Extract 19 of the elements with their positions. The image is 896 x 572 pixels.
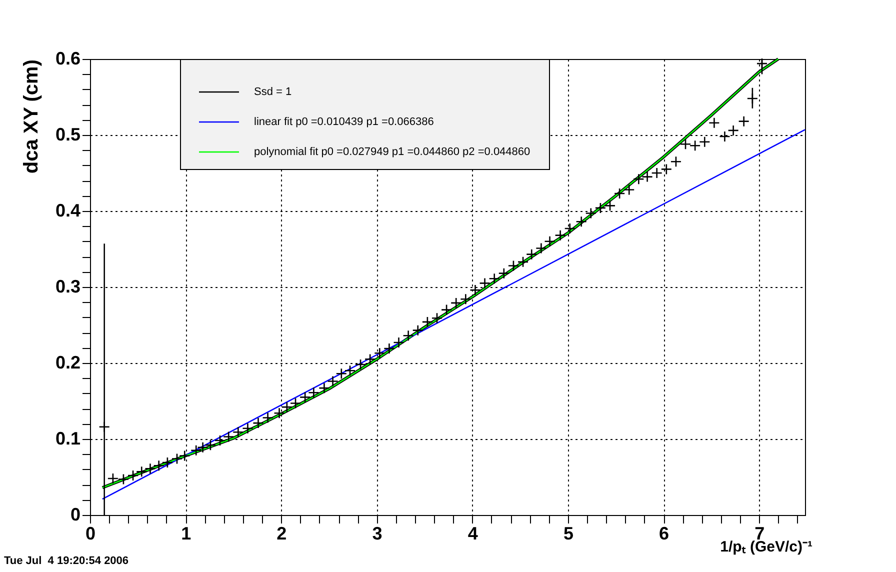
y-tick-label: 0.6 [55,48,80,68]
y-axis-title: dca XY (cm) [20,60,42,174]
x-tick-label: 4 [468,524,478,544]
legend-label: linear fit p0 =0.010439 p1 =0.066386 [254,116,434,128]
x-tick-label: 0 [85,524,96,544]
y-tick-label: 0.2 [55,352,80,372]
y-tick-label: 0 [70,504,80,524]
x-tick-label: 3 [372,524,382,544]
y-tick-label: 0.3 [55,276,80,296]
y-tick-label: 0.4 [55,200,80,220]
legend-label: Ssd = 1 [254,86,292,98]
x-tick-label: 2 [276,524,287,544]
x-tick-label: 5 [563,524,574,544]
text: Tue Jul 4 19:20:54 2006 [4,555,129,567]
y-tick-label: 0.1 [55,428,80,448]
x-tick-label: 1 [181,524,192,544]
legend-label: polynomial fit p0 =0.027949 p1 =0.044860 p2 =0.044860 [254,146,530,158]
y-tick-label: 0.5 [55,124,80,144]
x-tick-label: 6 [659,524,670,544]
